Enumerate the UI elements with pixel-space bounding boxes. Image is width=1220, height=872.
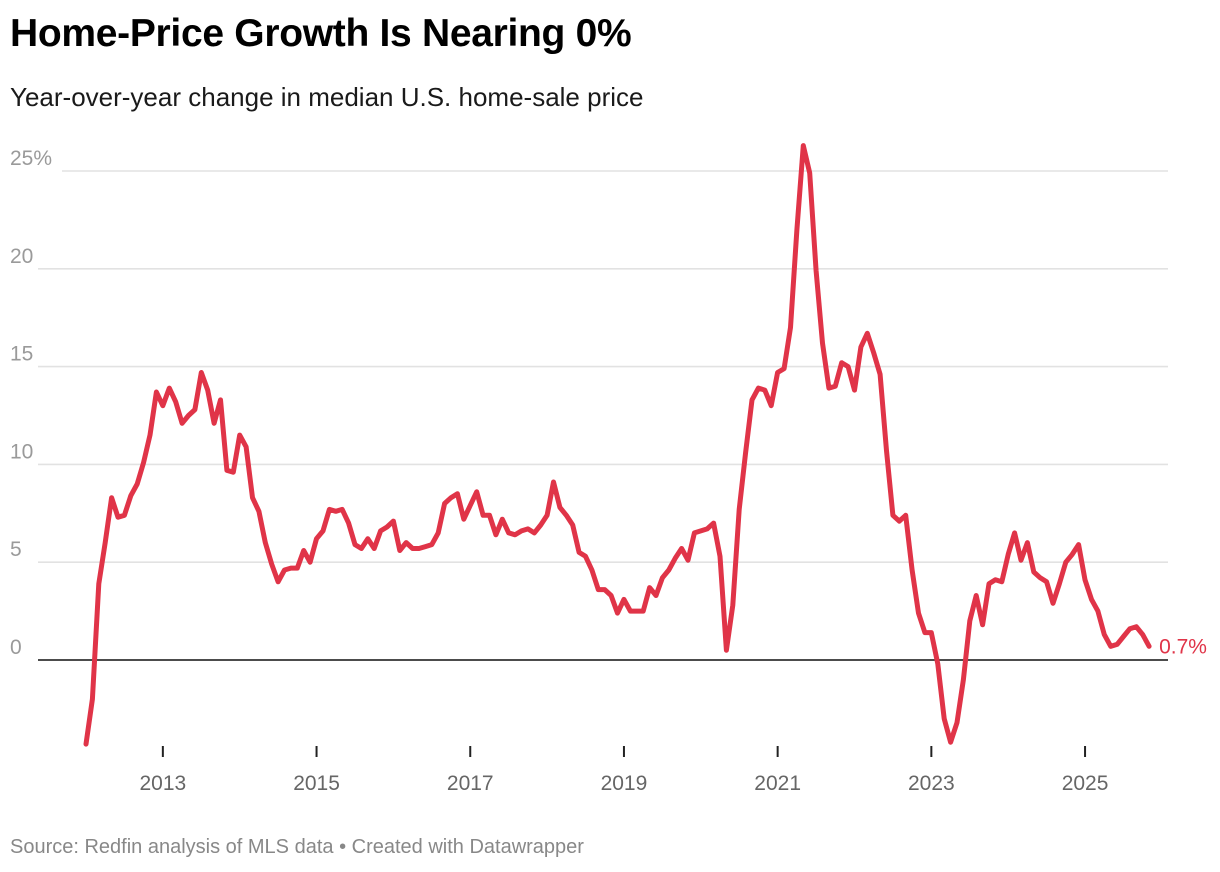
x-tick-label: 2019	[601, 772, 648, 795]
x-tick-label: 2013	[139, 772, 186, 795]
y-tick-label: 20	[10, 245, 33, 268]
y-tick-label: 10	[10, 440, 33, 463]
x-tick-label: 2015	[293, 772, 340, 795]
x-tick-label: 2021	[754, 772, 801, 795]
source-note: Source: Redfin analysis of MLS data • Cr…	[10, 836, 584, 858]
end-value-label: 0.7%	[1159, 635, 1207, 658]
x-tick-label: 2023	[908, 772, 955, 795]
chart-title: Home-Price Growth Is Nearing 0%	[10, 12, 632, 55]
y-tick-label: 15	[10, 343, 33, 366]
y-tick-label: 25%	[10, 147, 52, 170]
x-tick-label: 2025	[1062, 772, 1109, 795]
series-line	[83, 143, 1152, 747]
y-tick-label: 0	[10, 636, 22, 659]
y-tick-label: 5	[10, 538, 22, 561]
x-tick-label: 2017	[447, 772, 494, 795]
chart-subtitle: Year-over-year change in median U.S. hom…	[10, 82, 644, 112]
